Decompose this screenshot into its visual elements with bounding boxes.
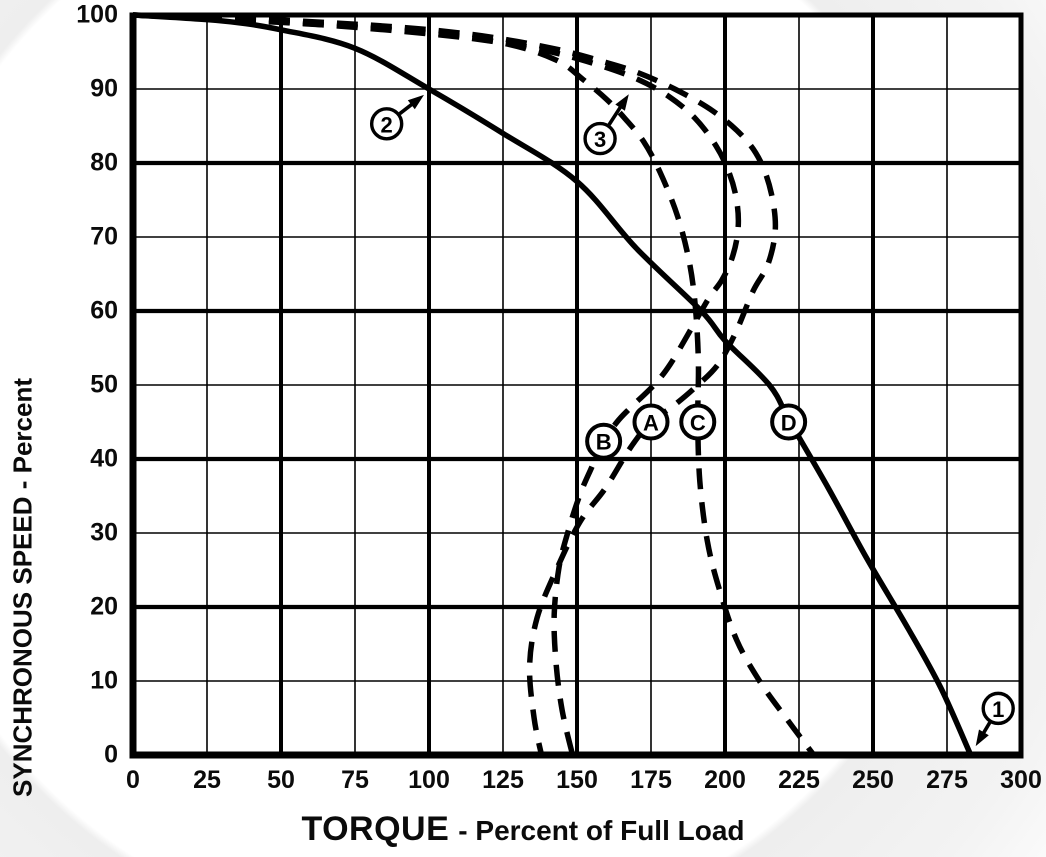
y-tick-label-30: 30 [90, 518, 118, 547]
callout-arrowhead-2 [407, 94, 424, 110]
x-axis-title: TORQUE - Percent of Full Load [0, 810, 1046, 849]
callout-number-3: 3 [594, 127, 606, 152]
curve-label-text-B: B [596, 430, 612, 455]
callout-number-1: 1 [992, 697, 1004, 722]
callout-circle-2 [369, 107, 404, 141]
y-tick-label-10: 10 [90, 666, 118, 695]
y-tick-label-50: 50 [90, 370, 118, 399]
x-tick-label-0: 0 [126, 766, 140, 794]
callout-circle-1 [981, 691, 1015, 726]
curve-label-circle-D [770, 403, 808, 441]
callout-arrowhead-1 [975, 729, 989, 747]
x-tick-label-275: 275 [926, 766, 968, 794]
x-axis-title-primary: TORQUE [301, 810, 450, 848]
curve-label-text-C: C [690, 411, 706, 436]
x-tick-label-100: 100 [408, 766, 450, 794]
y-tick-label-70: 70 [90, 222, 118, 251]
x-tick-label-25: 25 [193, 766, 221, 794]
x-tick-label-150: 150 [556, 766, 598, 794]
x-tick-label-250: 250 [852, 766, 894, 794]
callout-number-2: 2 [381, 112, 393, 137]
x-tick-label-175: 175 [630, 766, 672, 794]
curve-label-circle-B [585, 422, 623, 460]
x-tick-label-125: 125 [482, 766, 524, 794]
curve-D [132, 12, 974, 757]
curve-label-circle-C [679, 403, 717, 441]
callout-circle-3 [583, 121, 617, 156]
x-tick-label-75: 75 [341, 766, 369, 794]
x-tick-label-225: 225 [778, 766, 820, 794]
y-tick-label-40: 40 [90, 444, 118, 473]
curve-B [132, 12, 742, 756]
curve-C [132, 12, 817, 757]
curve-label-text-A: A [643, 411, 659, 436]
y-tick-label-0: 0 [104, 740, 118, 769]
y-tick-label-20: 20 [90, 592, 118, 621]
y-tick-label-60: 60 [90, 296, 118, 325]
y-axis-title-text: SYNCHRONOUS SPEED - Percent [7, 377, 37, 797]
y-tick-label-80: 80 [90, 148, 118, 177]
curve-label-circle-A [632, 403, 670, 441]
y-tick-label-100: 100 [76, 0, 118, 29]
x-tick-label-300: 300 [1000, 766, 1042, 794]
curve-label-text-D: D [781, 411, 797, 436]
x-axis-title-secondary: - Percent of Full Load [458, 815, 745, 846]
callout-arrowhead-3 [615, 94, 629, 111]
x-tick-label-50: 50 [267, 766, 295, 794]
x-tick-label-200: 200 [704, 766, 746, 794]
curve-A [132, 12, 779, 756]
y-tick-label-90: 90 [90, 74, 118, 103]
